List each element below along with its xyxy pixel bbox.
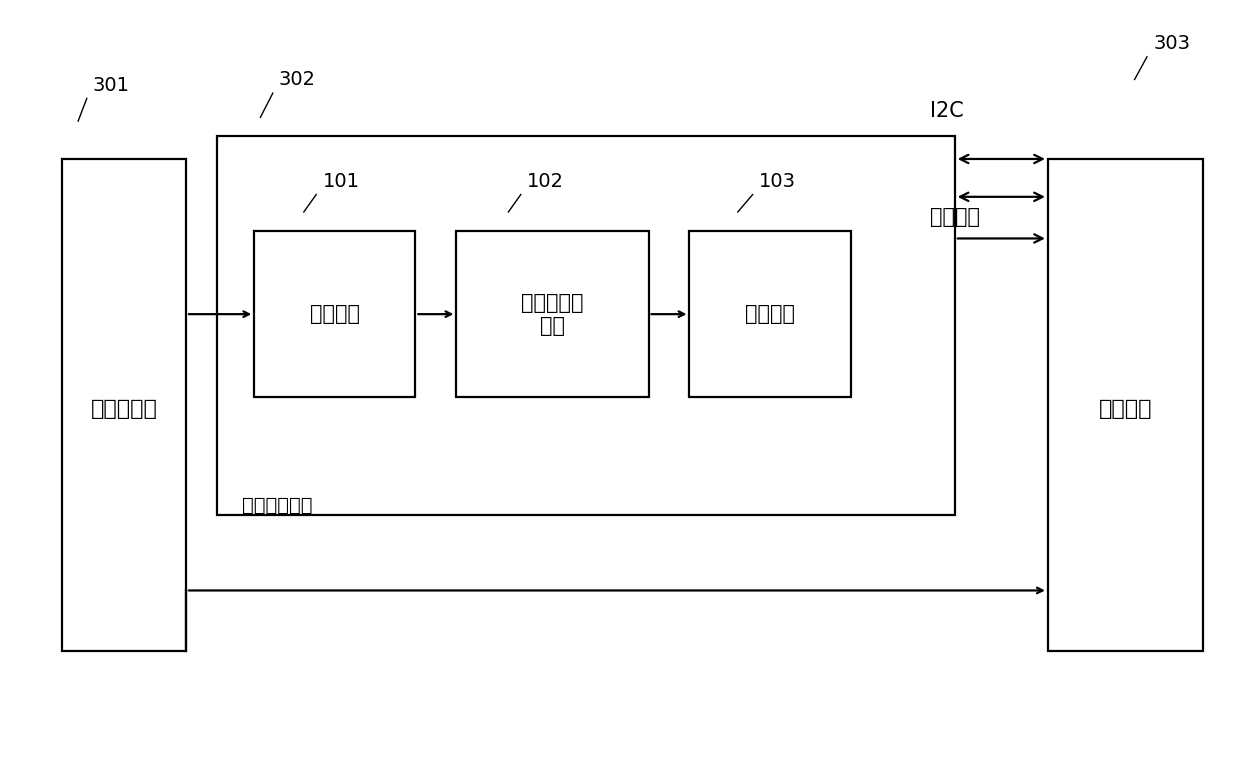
- Text: 103: 103: [759, 172, 796, 191]
- Text: 唤醒信号: 唤醒信号: [930, 207, 980, 227]
- Bar: [217, 136, 955, 515]
- Text: 主处理器: 主处理器: [1099, 399, 1152, 419]
- Bar: [254, 231, 415, 397]
- Text: 101: 101: [322, 172, 360, 191]
- Text: 301: 301: [93, 76, 130, 95]
- Text: 唤醒词识别
单元: 唤醒词识别 单元: [521, 292, 584, 336]
- Bar: [62, 159, 186, 651]
- Text: 语音采集器: 语音采集器: [91, 399, 157, 419]
- Bar: [689, 231, 851, 397]
- Bar: [1048, 159, 1203, 651]
- Text: 102: 102: [527, 172, 564, 191]
- Text: 302: 302: [279, 70, 316, 89]
- Text: 接收单元: 接收单元: [310, 304, 360, 324]
- Bar: [456, 231, 649, 397]
- Text: 唤醒单元: 唤醒单元: [745, 304, 795, 324]
- Text: 语音处理模组: 语音处理模组: [242, 496, 312, 515]
- Text: I2C: I2C: [930, 101, 963, 121]
- Text: 303: 303: [1153, 34, 1190, 53]
